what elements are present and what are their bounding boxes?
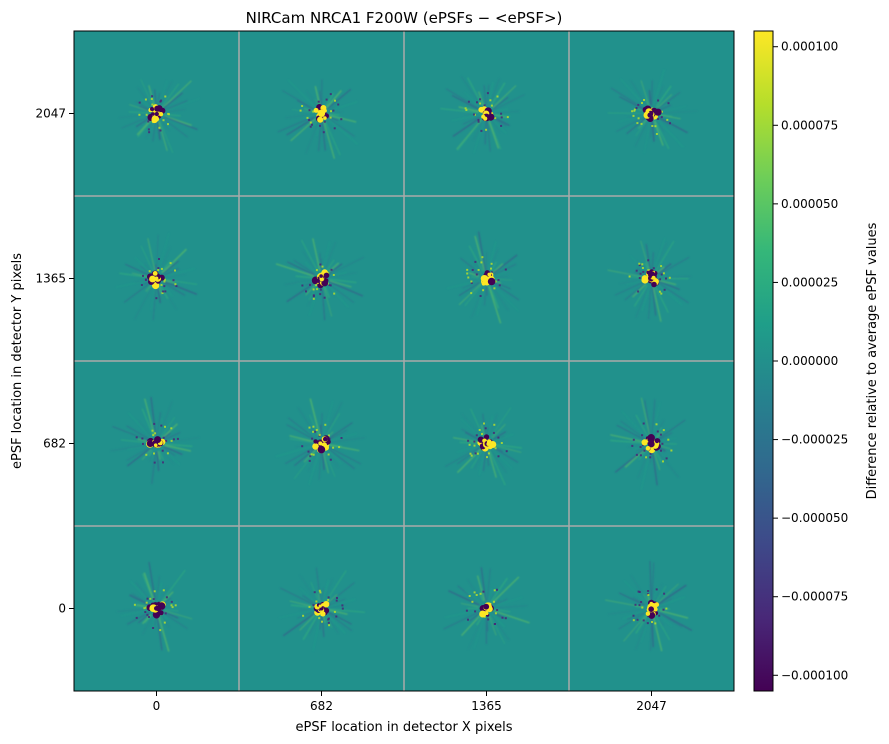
y-tick-label: 0 (58, 602, 66, 616)
psf-cell (115, 233, 198, 321)
colorbar-tick-label: 0.000025 (781, 275, 838, 289)
psf-cell (446, 231, 520, 324)
psf-cell (118, 79, 200, 154)
psf-cell (116, 561, 193, 652)
plot-frame (73, 30, 735, 692)
y-tick-label: 2047 (35, 107, 66, 121)
psf-cell (275, 238, 365, 321)
y-tick-label: 1365 (35, 272, 66, 286)
plot-area (73, 30, 735, 692)
colorbar-tick-label: 0.000075 (781, 118, 838, 132)
psf-cell (275, 398, 366, 485)
psf-cell (279, 567, 365, 652)
colorbar-tick-label: 0.000100 (781, 40, 838, 54)
colorbar-tick-label: −0.000025 (781, 433, 848, 447)
y-axis-ticks: 2047 1365 682 0 (35, 107, 74, 616)
colorbar-tick-label: 0.000000 (781, 354, 838, 368)
x-axis-label: ePSF location in detector X pixels (296, 720, 513, 735)
y-axis-label: ePSF location in detector Y pixels (10, 253, 25, 469)
x-tick-label: 0 (153, 699, 161, 713)
psf-cell (443, 567, 530, 650)
colorbar-tick-label: 0.000050 (781, 197, 838, 211)
psf-cell (607, 69, 698, 154)
y-tick-label: 682 (43, 437, 66, 451)
psf-cell (277, 79, 359, 159)
colorbar-label: Difference relative to average ePSF valu… (865, 222, 880, 499)
chart-title: NIRCam NRCA1 F200W (ePSFs − <ePSF>) (246, 9, 563, 27)
x-tick-label: 1365 (471, 699, 502, 713)
colorbar-tick-label: −0.000050 (781, 511, 848, 525)
x-tick-label: 2047 (636, 699, 667, 713)
psf-cell (110, 396, 200, 485)
psf-cell (610, 397, 686, 491)
psf-cell (440, 75, 525, 154)
colorbar-gradient (754, 31, 773, 691)
psf-cell (445, 407, 522, 486)
grid-lines (74, 31, 734, 691)
psf-cell (605, 560, 693, 652)
colorbar-tick-label: −0.000100 (781, 668, 848, 682)
x-axis-ticks: 0 682 1365 2047 (153, 691, 667, 713)
colorbar-ticks: 0.000100 0.000075 0.000050 0.000025 0.000000… (773, 40, 848, 682)
colorbar: 0.000100 0.000075 0.000050 0.000025 0.000000… (753, 30, 880, 692)
colorbar-tick-label: −0.000075 (781, 590, 848, 604)
x-tick-label: 682 (310, 699, 333, 713)
psf-features (110, 69, 698, 652)
psf-cell (607, 238, 692, 322)
